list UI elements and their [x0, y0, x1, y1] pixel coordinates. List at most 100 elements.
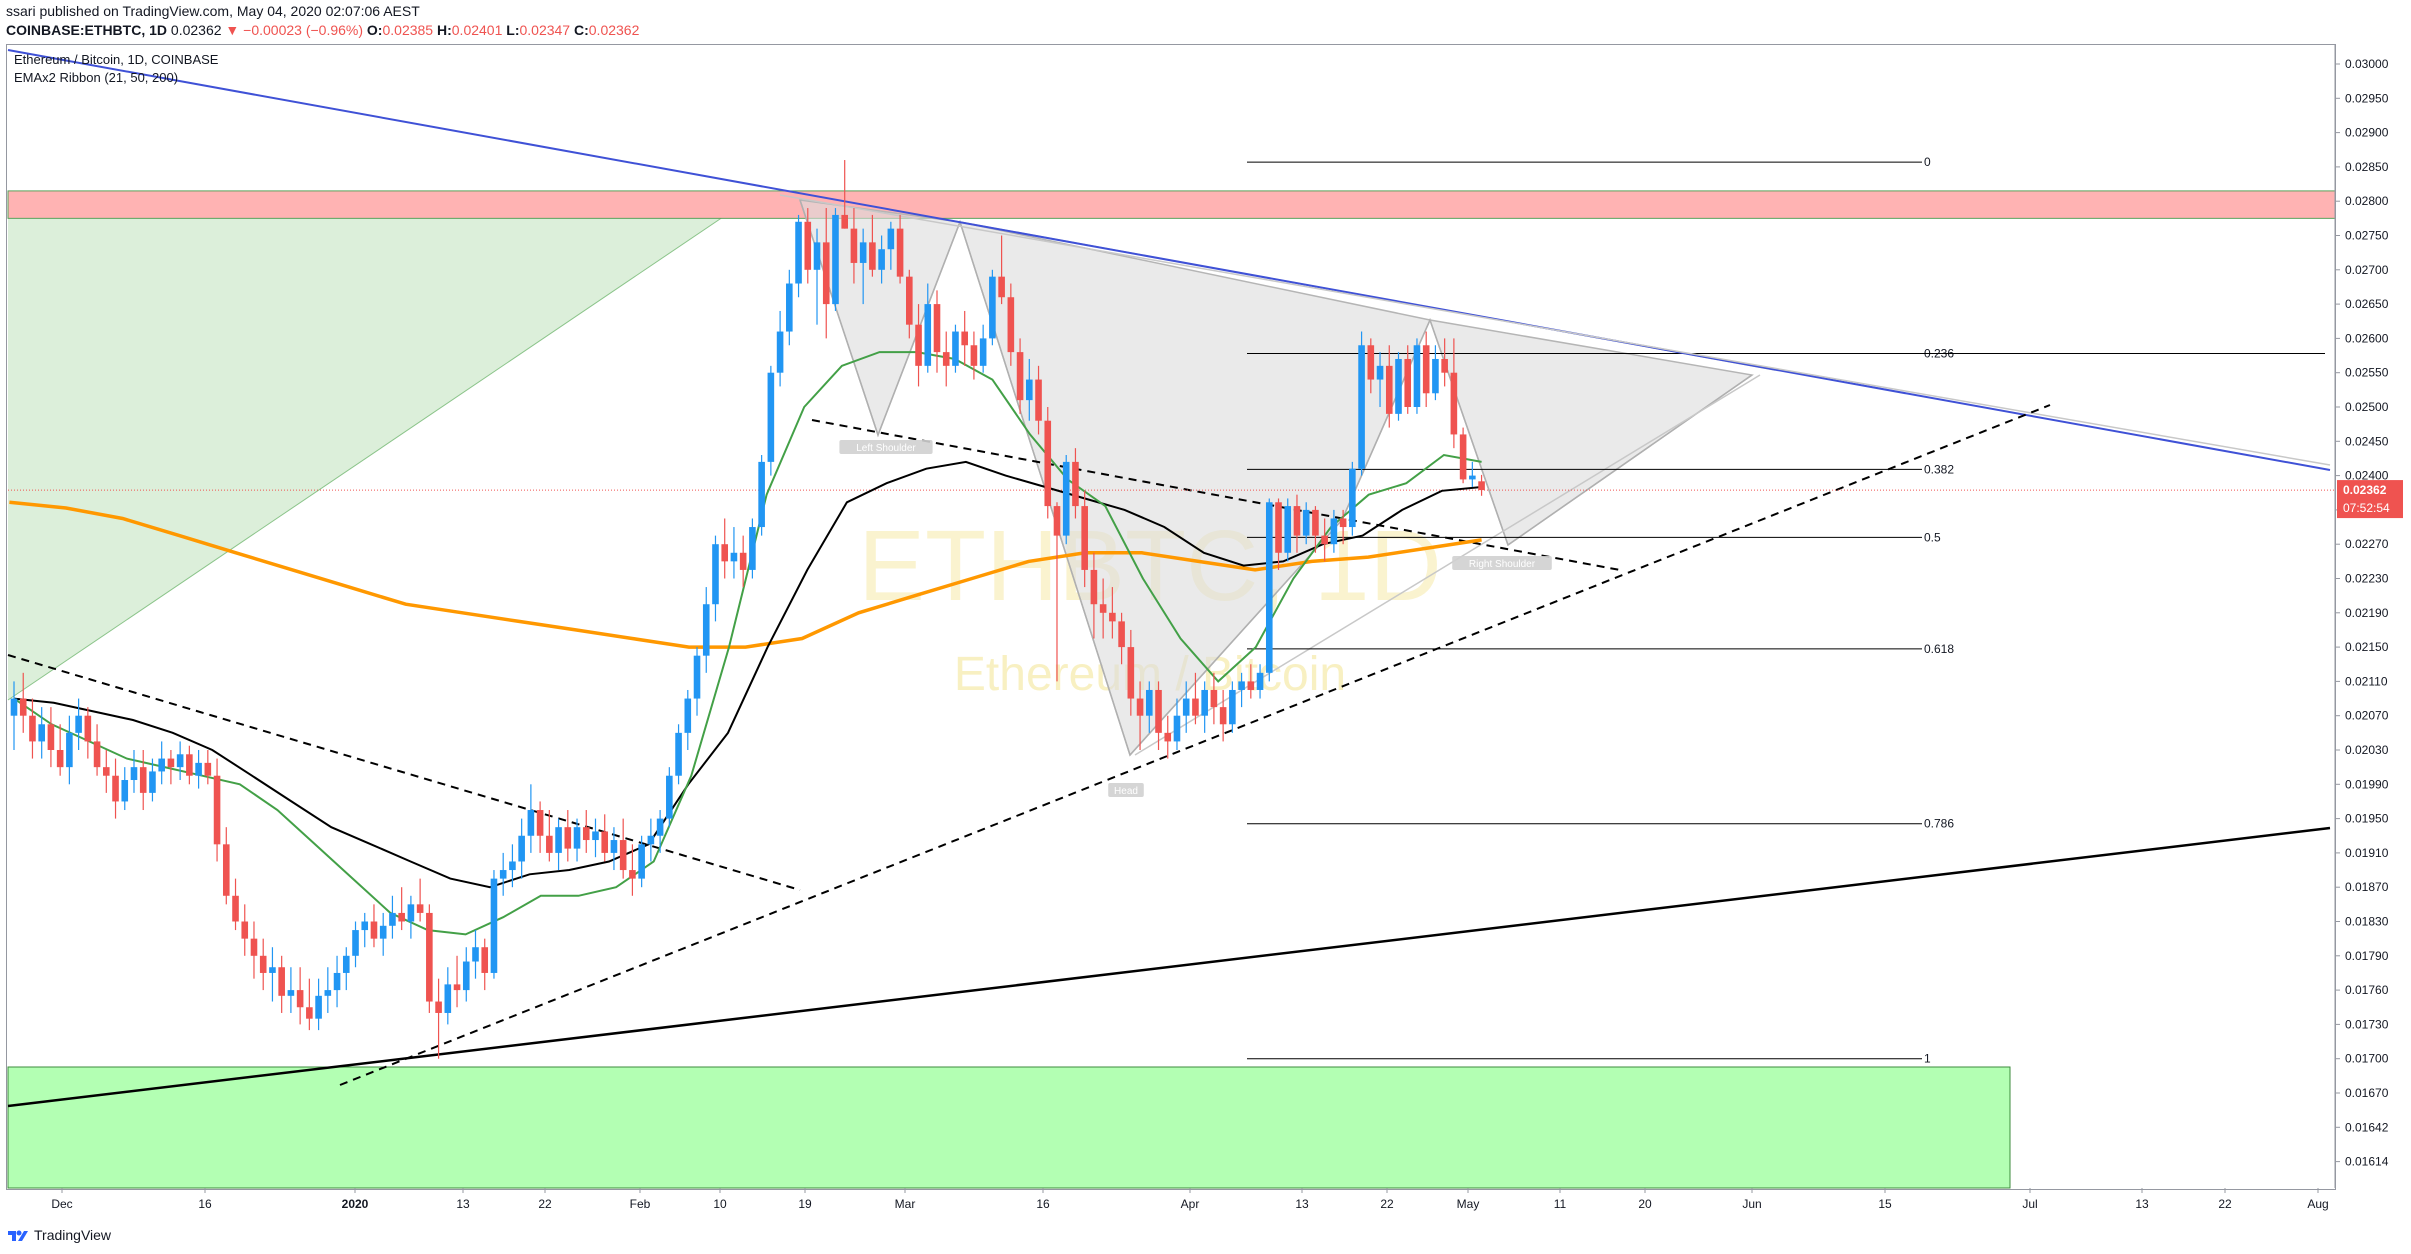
- symbol-ohlc-line: COINBASE:ETHBTC, 1D 0.02362 ▼ −0.00023 (…: [6, 22, 639, 38]
- candle: [582, 810, 590, 853]
- candle-body: [850, 228, 858, 263]
- candle: [924, 283, 932, 373]
- resistance-zone: [7, 190, 2336, 219]
- candle-body: [1478, 481, 1485, 491]
- candle: [232, 878, 239, 931]
- candle-body: [361, 921, 369, 931]
- candle-body: [546, 835, 553, 853]
- candle: [1229, 681, 1236, 733]
- candle-body: [176, 754, 184, 768]
- candle-body: [1192, 698, 1199, 716]
- candle: [269, 947, 276, 1002]
- candle-body: [19, 698, 27, 716]
- candle-body: [1450, 372, 1458, 435]
- candle-body: [139, 767, 147, 793]
- candle: [998, 235, 1005, 305]
- y-tick-label: 0.02500: [2345, 400, 2389, 414]
- x-tick-label: Jun: [1742, 1197, 1761, 1211]
- candle: [509, 844, 516, 888]
- y-tick-label: 0.02110: [2345, 674, 2388, 688]
- candle: [1367, 338, 1375, 394]
- candle-body: [989, 276, 996, 339]
- candle: [850, 208, 858, 284]
- candle: [398, 887, 405, 931]
- candle-body: [887, 228, 895, 250]
- candle-body: [601, 831, 609, 853]
- candle-body: [1081, 506, 1088, 570]
- candle: [933, 290, 941, 373]
- candle-body: [1422, 345, 1430, 394]
- candle-body: [1349, 468, 1356, 528]
- candle-body: [112, 775, 119, 802]
- candle: [1293, 494, 1301, 553]
- tradingview-brand[interactable]: TradingView: [6, 1227, 111, 1243]
- candle: [1127, 629, 1135, 716]
- candle-body: [1044, 420, 1052, 507]
- candle: [1182, 681, 1190, 733]
- candle: [195, 750, 202, 789]
- close-value: 0.02362: [588, 22, 640, 38]
- candle: [693, 647, 701, 716]
- candle-body: [666, 775, 673, 819]
- long-term-support-line: [7, 826, 2331, 1108]
- descending-dashed-trendline: [7, 654, 801, 891]
- y-tick-label: 0.01830: [2345, 915, 2389, 929]
- ascending-dashed-trendline: [339, 404, 2051, 1086]
- candle-body: [1007, 297, 1015, 353]
- x-tick-label: 20: [1638, 1197, 1652, 1211]
- candle: [1210, 672, 1218, 725]
- candle-body: [1219, 707, 1227, 725]
- candle-body: [1459, 434, 1467, 480]
- candle: [979, 324, 987, 373]
- candle-body: [961, 331, 968, 346]
- candle-body: [1293, 506, 1301, 536]
- candle-body: [204, 762, 212, 776]
- candle: [167, 750, 175, 785]
- y-tick-label: 0.02700: [2345, 263, 2389, 277]
- y-tick-label: 0.01790: [2345, 949, 2389, 963]
- candle-body: [749, 527, 756, 570]
- candle-body: [1256, 672, 1264, 690]
- candle-body: [832, 214, 839, 305]
- candle-body: [1358, 345, 1365, 469]
- candle: [84, 707, 92, 759]
- candle: [564, 810, 572, 862]
- candle-body: [1118, 621, 1125, 648]
- candle: [573, 818, 581, 862]
- candle: [389, 895, 396, 939]
- brand-label: TradingView: [34, 1227, 112, 1243]
- candle: [832, 208, 839, 311]
- candle-body: [527, 810, 535, 836]
- x-tick-label: 22: [2218, 1197, 2232, 1211]
- candle: [250, 921, 258, 979]
- candle-body: [250, 938, 258, 956]
- candle: [1099, 578, 1107, 639]
- x-tick-label: 22: [538, 1197, 552, 1211]
- candle: [1109, 587, 1116, 639]
- candle-body: [306, 1007, 313, 1019]
- candle: [1090, 552, 1098, 639]
- candle: [259, 938, 267, 991]
- support-zone: [7, 1066, 2011, 1189]
- candle-body: [121, 780, 129, 802]
- candle-body: [1136, 698, 1144, 716]
- candle-body: [1441, 358, 1448, 373]
- candle-body: [269, 967, 276, 973]
- candle: [47, 707, 55, 768]
- candle: [1358, 331, 1365, 476]
- y-tick-label: 0.02450: [2345, 434, 2389, 448]
- candle: [592, 818, 599, 858]
- y-tick-label: 0.02150: [2345, 640, 2389, 654]
- candle: [610, 827, 618, 871]
- candle: [536, 801, 544, 853]
- x-tick-label: May: [1457, 1197, 1480, 1211]
- candle-body: [149, 771, 156, 793]
- candle-body: [453, 984, 461, 991]
- candle-body: [906, 276, 913, 325]
- candle-body: [195, 762, 202, 776]
- y-tick-label: 0.02850: [2345, 160, 2389, 174]
- candle: [1136, 681, 1144, 750]
- candle: [1155, 681, 1162, 750]
- candle-body: [186, 754, 193, 776]
